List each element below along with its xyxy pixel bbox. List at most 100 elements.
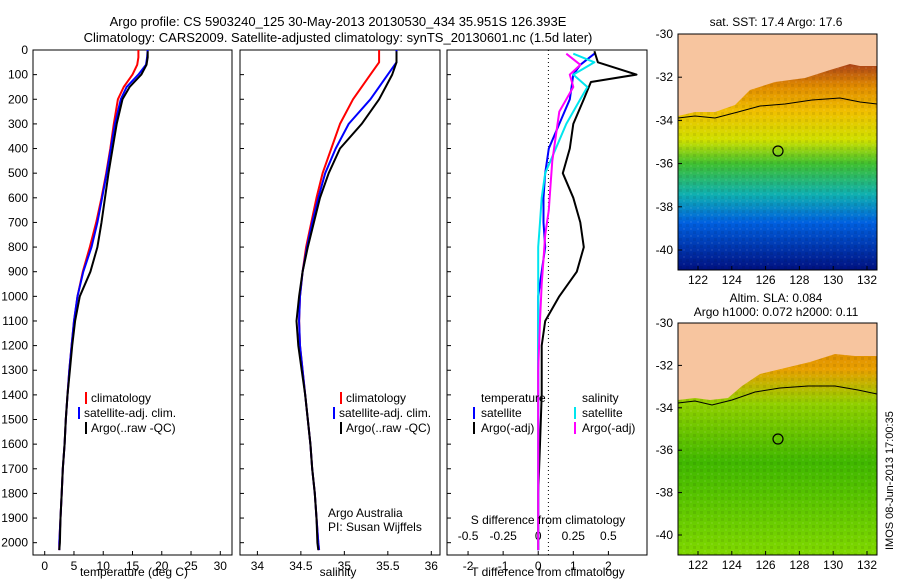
s-tick-label: 0.25 [562,529,586,543]
map-y-tick-label: -30 [656,316,674,330]
map-y-tick-label: -38 [656,486,674,500]
difference-legend: temperature satellite Argo(-adj) salinit… [473,391,635,435]
map-y-tick-label: -34 [656,401,674,415]
map-y-tick-label: -30 [656,27,674,41]
legend-label-argo: Argo(..raw -QC) [91,421,176,435]
temperature-series [58,50,149,551]
legend-title-salinity: salinity [582,391,619,405]
legend-label-climatology: climatology [346,391,406,405]
salinity-legend: climatology satellite-adj. clim. Argo(..… [333,391,431,435]
map-x-tick-label: 124 [722,273,742,287]
y-tick-label: 500 [8,166,28,180]
map-y-tick-label: -36 [656,157,674,171]
series-line-s-satellite [537,52,596,551]
x-tick-label: 34.5 [289,559,313,573]
series-line-s-argo-adj- [537,52,582,551]
map-y-tick-label: -32 [656,70,674,84]
legend-label-s-satellite: satellite [582,406,623,420]
temperature-legend: climatology satellite-adj. clim. Argo(..… [78,391,176,435]
legend-label-climatology: climatology [91,391,151,405]
x-tick-label: 10 [97,559,111,573]
y-tick-label: 300 [8,117,28,131]
t-difference-xlabel: T difference from climatology [471,565,625,579]
difference-series [537,50,638,551]
y-tick-label: 900 [8,265,28,279]
annotation-line1: Argo Australia [328,506,403,520]
y-tick-label: 100 [8,68,28,82]
x-tick-label: 0 [535,559,542,573]
y-tick-label: 1200 [1,339,28,353]
s-tick-label: 0.5 [600,529,617,543]
series-line-t-argo-adj- [537,50,638,551]
sst-map-title: sat. SST: 17.4 Argo: 17.6 [710,15,843,29]
legend-title-temperature: temperature [481,391,546,405]
x-tick-label: -2 [463,559,474,573]
series-line-argo-raw-qc- [58,51,149,551]
y-tick-label: 1400 [1,388,28,402]
y-tick-label: 1900 [1,511,28,525]
map-y-tick-label: -40 [656,528,674,542]
map-x-tick-label: 132 [857,273,877,287]
map-y-tick-label: -38 [656,200,674,214]
legend-label-t-satellite: satellite [481,406,522,420]
sla-frame [677,322,878,556]
y-tick-label: 400 [8,142,28,156]
legend-label-t-argo: Argo(-adj) [481,421,534,435]
map-x-tick-label: 130 [823,273,843,287]
map-x-tick-label: 128 [789,558,809,572]
map-y-tick-label: -36 [656,443,674,457]
map-x-tick-label: 126 [756,273,776,287]
legend-label-satellite: satellite-adj. clim. [84,406,176,420]
sst-isobath [677,97,878,119]
x-tick-label: 20 [155,559,169,573]
map-y-tick-label: -32 [656,358,674,372]
y-tick-label: 200 [8,92,28,106]
salinity-xlabel: salinity [320,565,357,579]
series-line-argo-raw-qc- [295,51,398,551]
difference-x-axis: -2 -1 0 1 2-0.5 -0.25 0 0.25 0.5 [458,529,617,573]
map-x-tick-label: 122 [688,558,708,572]
y-tick-label: 1300 [1,363,28,377]
s-tick-label: -0.25 [489,529,517,543]
temperature-xlabel: temperature (deg C) [80,565,188,579]
sla-isobath [677,385,878,406]
map-x-tick-label: 132 [857,558,877,572]
x-tick-label: 1 [570,559,577,573]
sla-map-title-1: Altim. SLA: 0.084 [730,291,823,305]
x-tick-label: 35.5 [376,559,400,573]
salinity-axes [239,49,441,556]
map-x-tick-label: 130 [823,558,843,572]
x-tick-label: 15 [126,559,140,573]
salinity-series [295,50,398,551]
x-tick-label: 25 [184,559,198,573]
imos-credit: IMOS 08-Jun-2013 17:00:35 [884,411,896,550]
x-tick-label: 36 [425,559,439,573]
annotation-line2: PI: Susan Wijffels [328,520,422,534]
y-tick-label: 0 [21,43,28,57]
temperature-x-axis: 0 5 10 15 20 25 30 [41,551,227,573]
map-x-tick-label: 126 [756,558,776,572]
figure-title: Argo profile: CS 5903240_125 30-May-2013… [110,14,567,29]
y-tick-label: 1600 [1,437,28,451]
y-tick-label: 1000 [1,289,28,303]
sst-map-axes: 122 124 126 128 130 132 -30 -32 -34 -36 -38 -40 [656,27,878,287]
salinity-x-axis: 34 34.5 35 35.5 36 [251,551,439,573]
sst-land [678,34,877,116]
y-tick-label: 1500 [1,413,28,427]
x-tick-label: 2 [605,559,612,573]
y-tick-label: 800 [8,240,28,254]
temperature-axes [32,49,233,556]
map-x-tick-label: 122 [688,273,708,287]
y-tick-label: 1100 [2,314,28,328]
sla-map: Altim. SLA: 0.084 Argo h1000: 0.072 h200… [656,291,878,572]
sst-argo-position [772,145,784,157]
map-y-tick-label: -34 [656,113,674,127]
y-tick-label: 700 [8,215,28,229]
y-tick-label: 1700 [1,462,28,476]
depth-axis: 0 100 200 300 400 500 600 700 800 900 1000 1100 1200… [1,43,451,550]
x-tick-label: 30 [214,559,228,573]
sla-land [678,323,877,400]
legend-label-s-argo: Argo(-adj) [582,421,635,435]
